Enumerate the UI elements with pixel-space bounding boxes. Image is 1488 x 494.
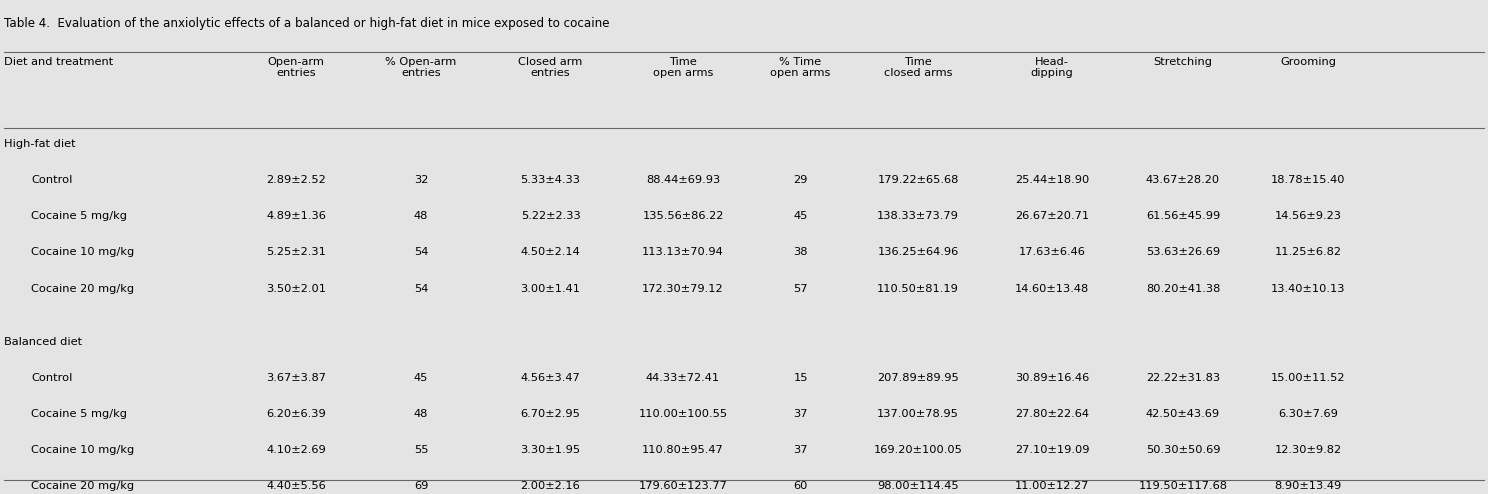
Text: 8.90±13.49: 8.90±13.49 [1274, 481, 1342, 491]
Text: 57: 57 [793, 284, 808, 293]
Text: 113.13±70.94: 113.13±70.94 [643, 247, 723, 257]
Text: 4.10±2.69: 4.10±2.69 [266, 445, 326, 455]
Text: 17.63±6.46: 17.63±6.46 [1019, 247, 1085, 257]
Text: Diet and treatment: Diet and treatment [4, 57, 113, 67]
Text: 48: 48 [414, 409, 429, 419]
Text: Stretching: Stretching [1153, 57, 1213, 67]
Text: 3.50±2.01: 3.50±2.01 [266, 284, 326, 293]
Text: Table 4.  Evaluation of the anxiolytic effects of a balanced or high-fat diet in: Table 4. Evaluation of the anxiolytic ef… [4, 17, 610, 30]
Text: 88.44±69.93: 88.44±69.93 [646, 175, 720, 185]
Text: 45: 45 [793, 211, 808, 221]
Text: 3.67±3.87: 3.67±3.87 [266, 373, 326, 383]
Text: 5.25±2.31: 5.25±2.31 [266, 247, 326, 257]
Text: 110.00±100.55: 110.00±100.55 [638, 409, 728, 419]
Text: 119.50±117.68: 119.50±117.68 [1138, 481, 1228, 491]
Text: Cocaine 20 mg/kg: Cocaine 20 mg/kg [31, 284, 134, 293]
Text: 30.89±16.46: 30.89±16.46 [1015, 373, 1089, 383]
Text: 110.50±81.19: 110.50±81.19 [876, 284, 960, 293]
Text: 32: 32 [414, 175, 429, 185]
Text: Grooming: Grooming [1280, 57, 1336, 67]
Text: 3.30±1.95: 3.30±1.95 [521, 445, 580, 455]
Text: 4.50±2.14: 4.50±2.14 [521, 247, 580, 257]
Text: 6.30±7.69: 6.30±7.69 [1278, 409, 1338, 419]
Text: Open-arm
entries: Open-arm entries [268, 57, 324, 79]
Text: 14.56±9.23: 14.56±9.23 [1274, 211, 1342, 221]
Text: Control: Control [31, 373, 73, 383]
Text: 44.33±72.41: 44.33±72.41 [646, 373, 720, 383]
Text: 138.33±73.79: 138.33±73.79 [876, 211, 960, 221]
Text: 12.30±9.82: 12.30±9.82 [1274, 445, 1342, 455]
Text: 27.10±19.09: 27.10±19.09 [1015, 445, 1089, 455]
Text: 37: 37 [793, 445, 808, 455]
Text: 22.22±31.83: 22.22±31.83 [1146, 373, 1220, 383]
Text: 38: 38 [793, 247, 808, 257]
Text: Time
open arms: Time open arms [653, 57, 713, 79]
Text: 11.25±6.82: 11.25±6.82 [1274, 247, 1342, 257]
Text: 110.80±95.47: 110.80±95.47 [643, 445, 723, 455]
Text: % Time
open arms: % Time open arms [771, 57, 830, 79]
Text: 4.56±3.47: 4.56±3.47 [521, 373, 580, 383]
Text: 179.60±123.77: 179.60±123.77 [638, 481, 728, 491]
Text: Head-
dipping: Head- dipping [1031, 57, 1073, 79]
Text: 179.22±65.68: 179.22±65.68 [878, 175, 958, 185]
Text: 15: 15 [793, 373, 808, 383]
Text: 169.20±100.05: 169.20±100.05 [873, 445, 963, 455]
Text: 136.25±64.96: 136.25±64.96 [878, 247, 958, 257]
Text: 6.70±2.95: 6.70±2.95 [521, 409, 580, 419]
Text: Cocaine 5 mg/kg: Cocaine 5 mg/kg [31, 211, 128, 221]
Text: Cocaine 20 mg/kg: Cocaine 20 mg/kg [31, 481, 134, 491]
Text: 137.00±78.95: 137.00±78.95 [876, 409, 960, 419]
Text: 42.50±43.69: 42.50±43.69 [1146, 409, 1220, 419]
Text: 14.60±13.48: 14.60±13.48 [1015, 284, 1089, 293]
Text: Closed arm
entries: Closed arm entries [518, 57, 583, 79]
Text: High-fat diet: High-fat diet [4, 139, 76, 149]
Text: 18.78±15.40: 18.78±15.40 [1271, 175, 1345, 185]
Text: 2.00±2.16: 2.00±2.16 [521, 481, 580, 491]
Text: 80.20±41.38: 80.20±41.38 [1146, 284, 1220, 293]
Text: 48: 48 [414, 211, 429, 221]
Text: 98.00±114.45: 98.00±114.45 [878, 481, 958, 491]
Text: 13.40±10.13: 13.40±10.13 [1271, 284, 1345, 293]
Text: 27.80±22.64: 27.80±22.64 [1015, 409, 1089, 419]
Text: 135.56±86.22: 135.56±86.22 [643, 211, 723, 221]
Text: 45: 45 [414, 373, 429, 383]
Text: Balanced diet: Balanced diet [4, 337, 83, 347]
Text: 50.30±50.69: 50.30±50.69 [1146, 445, 1220, 455]
Text: 11.00±12.27: 11.00±12.27 [1015, 481, 1089, 491]
Text: 207.89±89.95: 207.89±89.95 [878, 373, 958, 383]
Text: 60: 60 [793, 481, 808, 491]
Text: 29: 29 [793, 175, 808, 185]
Text: 61.56±45.99: 61.56±45.99 [1146, 211, 1220, 221]
Text: 4.40±5.56: 4.40±5.56 [266, 481, 326, 491]
Text: 172.30±79.12: 172.30±79.12 [643, 284, 723, 293]
Text: Cocaine 5 mg/kg: Cocaine 5 mg/kg [31, 409, 128, 419]
Text: Cocaine 10 mg/kg: Cocaine 10 mg/kg [31, 247, 134, 257]
Text: 69: 69 [414, 481, 429, 491]
Text: 4.89±1.36: 4.89±1.36 [266, 211, 326, 221]
Text: 15.00±11.52: 15.00±11.52 [1271, 373, 1345, 383]
Text: Control: Control [31, 175, 73, 185]
Text: 25.44±18.90: 25.44±18.90 [1015, 175, 1089, 185]
Text: 37: 37 [793, 409, 808, 419]
Text: 55: 55 [414, 445, 429, 455]
Text: 26.67±20.71: 26.67±20.71 [1015, 211, 1089, 221]
Text: 5.22±2.33: 5.22±2.33 [521, 211, 580, 221]
Text: 3.00±1.41: 3.00±1.41 [521, 284, 580, 293]
Text: 43.67±28.20: 43.67±28.20 [1146, 175, 1220, 185]
Text: 6.20±6.39: 6.20±6.39 [266, 409, 326, 419]
Text: 53.63±26.69: 53.63±26.69 [1146, 247, 1220, 257]
Text: 54: 54 [414, 247, 429, 257]
Text: Cocaine 10 mg/kg: Cocaine 10 mg/kg [31, 445, 134, 455]
Text: 5.33±4.33: 5.33±4.33 [521, 175, 580, 185]
Text: 2.89±2.52: 2.89±2.52 [266, 175, 326, 185]
Text: Time
closed arms: Time closed arms [884, 57, 952, 79]
Text: % Open-arm
entries: % Open-arm entries [385, 57, 457, 79]
Text: 54: 54 [414, 284, 429, 293]
